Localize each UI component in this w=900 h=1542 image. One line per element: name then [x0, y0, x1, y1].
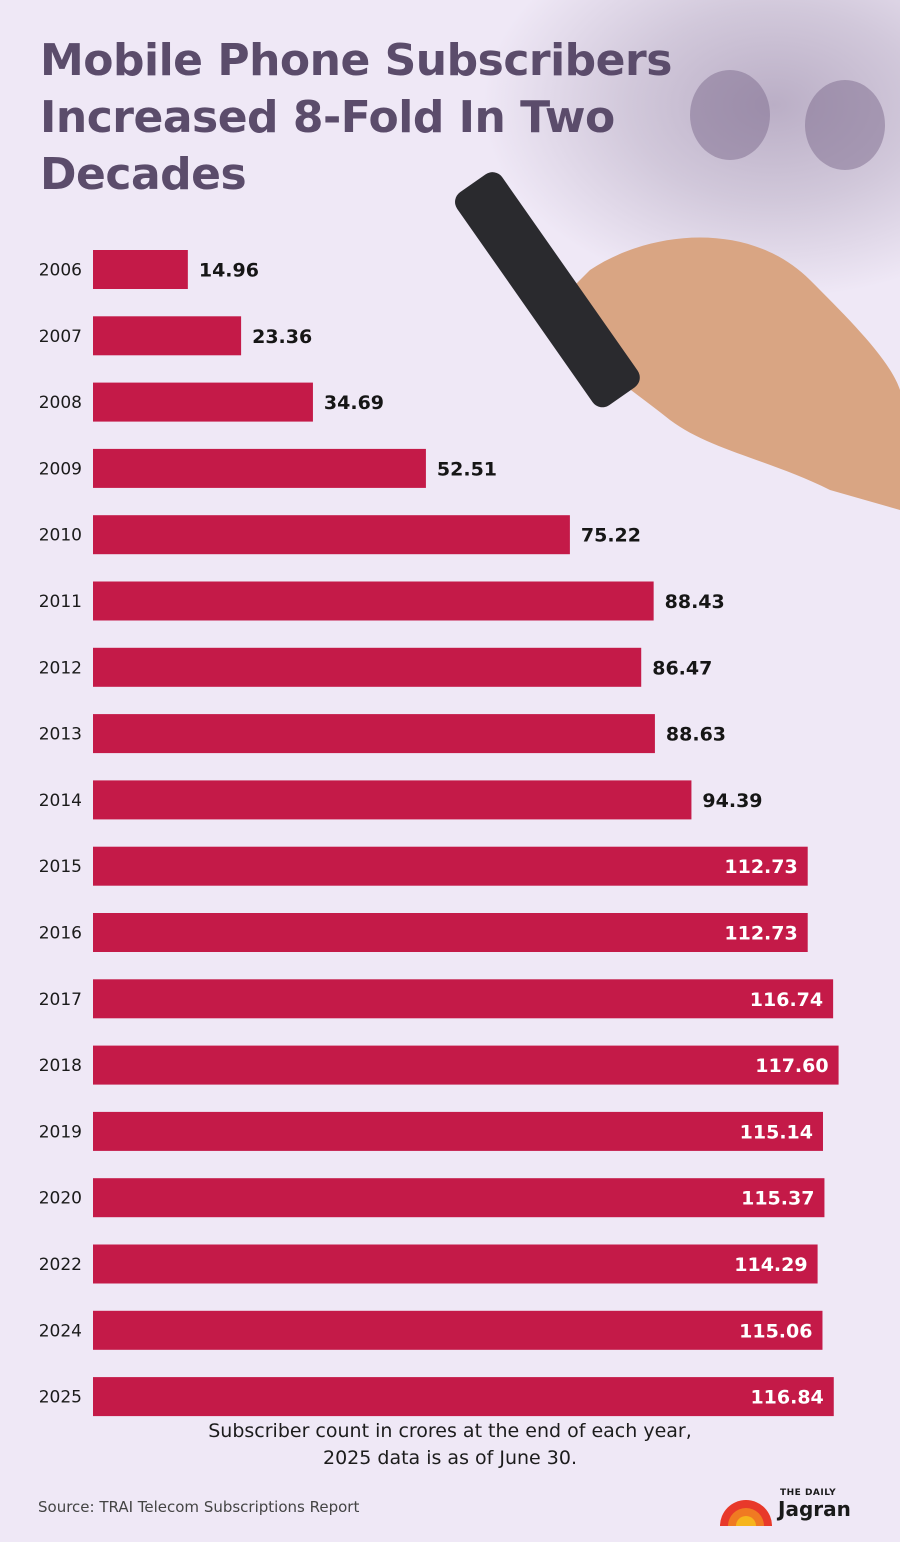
bar-2019 [93, 1111, 823, 1151]
year-label-2010: 2010 [39, 526, 82, 546]
year-label-2016: 2016 [39, 924, 82, 944]
year-label-2012: 2012 [39, 658, 82, 678]
bar-2018 [93, 1045, 839, 1085]
year-label-2008: 2008 [39, 393, 82, 413]
value-label-2007: 23.36 [252, 326, 312, 348]
bar-2009 [93, 448, 426, 488]
bar-2017 [93, 979, 834, 1019]
value-label-2020: 115.37 [741, 1188, 814, 1210]
value-label-2015: 112.73 [724, 856, 797, 878]
value-label-2014: 94.39 [702, 790, 762, 812]
year-label-2013: 2013 [39, 725, 82, 745]
bar-2024 [93, 1310, 823, 1350]
bar-2013 [93, 714, 655, 754]
jagran-logo: THE DAILY Jagran [716, 1486, 866, 1530]
year-label-2015: 2015 [39, 857, 82, 877]
bar-chart: 2006 14.96 2007 23.36 2008 34.69 2009 52.51 2010… [39, 250, 839, 1417]
chart-title: Mobile Phone Subscribers Increased 8-Fol… [40, 35, 672, 200]
year-label-2011: 2011 [39, 592, 82, 612]
person-silhouette-right [805, 80, 885, 170]
value-label-2010: 75.22 [581, 525, 641, 547]
value-label-2012: 86.47 [652, 657, 712, 679]
year-label-2020: 2020 [39, 1189, 82, 1209]
bar-2025 [93, 1377, 834, 1417]
bar-2022 [93, 1244, 818, 1284]
year-label-2022: 2022 [39, 1255, 82, 1275]
value-label-2025: 116.84 [750, 1387, 823, 1409]
year-label-2025: 2025 [39, 1388, 82, 1408]
person-silhouette-left [690, 70, 770, 160]
bar-2015 [93, 846, 808, 886]
value-label-2022: 114.29 [734, 1254, 807, 1276]
year-label-2019: 2019 [39, 1122, 82, 1142]
bar-2006 [93, 250, 188, 289]
phone-shape [455, 172, 640, 408]
hand-shape [550, 237, 900, 510]
bar-2016 [93, 913, 808, 952]
sun-logo-icon [720, 1500, 772, 1526]
value-label-2006: 14.96 [199, 260, 259, 282]
value-label-2019: 115.14 [740, 1121, 813, 1143]
bar-2020 [93, 1178, 825, 1218]
bar-2014 [93, 780, 692, 820]
bar-2012 [93, 647, 642, 687]
year-label-2007: 2007 [39, 327, 82, 347]
note-line-1: Subscriber count in crores at the end of… [208, 1420, 692, 1442]
value-label-2018: 117.60 [755, 1055, 828, 1077]
year-label-2014: 2014 [39, 791, 82, 811]
value-label-2011: 88.43 [665, 591, 725, 613]
year-label-2006: 2006 [39, 261, 82, 281]
value-label-2024: 115.06 [739, 1320, 812, 1342]
year-label-2018: 2018 [39, 1056, 82, 1076]
year-label-2009: 2009 [39, 459, 82, 479]
chart-note: Subscriber count in crores at the end of… [0, 1418, 900, 1472]
year-label-2017: 2017 [39, 990, 82, 1010]
value-label-2016: 112.73 [724, 923, 797, 945]
source-text: Source: TRAI Telecom Subscriptions Repor… [38, 1498, 360, 1516]
value-label-2013: 88.63 [666, 724, 726, 746]
logo-text-big: Jagran [778, 1497, 851, 1521]
value-label-2008: 34.69 [324, 392, 384, 414]
bar-2008 [93, 382, 313, 422]
year-label-2024: 2024 [39, 1321, 82, 1341]
logo-text-small: THE DAILY [780, 1488, 837, 1498]
value-label-2017: 116.74 [750, 989, 823, 1011]
bar-2010 [93, 515, 570, 555]
bar-2007 [93, 316, 242, 356]
hand-phone-illustration [455, 172, 900, 510]
value-label-2009: 52.51 [437, 458, 497, 480]
bar-2011 [93, 581, 654, 621]
note-line-2: 2025 data is as of June 30. [322, 1447, 577, 1469]
